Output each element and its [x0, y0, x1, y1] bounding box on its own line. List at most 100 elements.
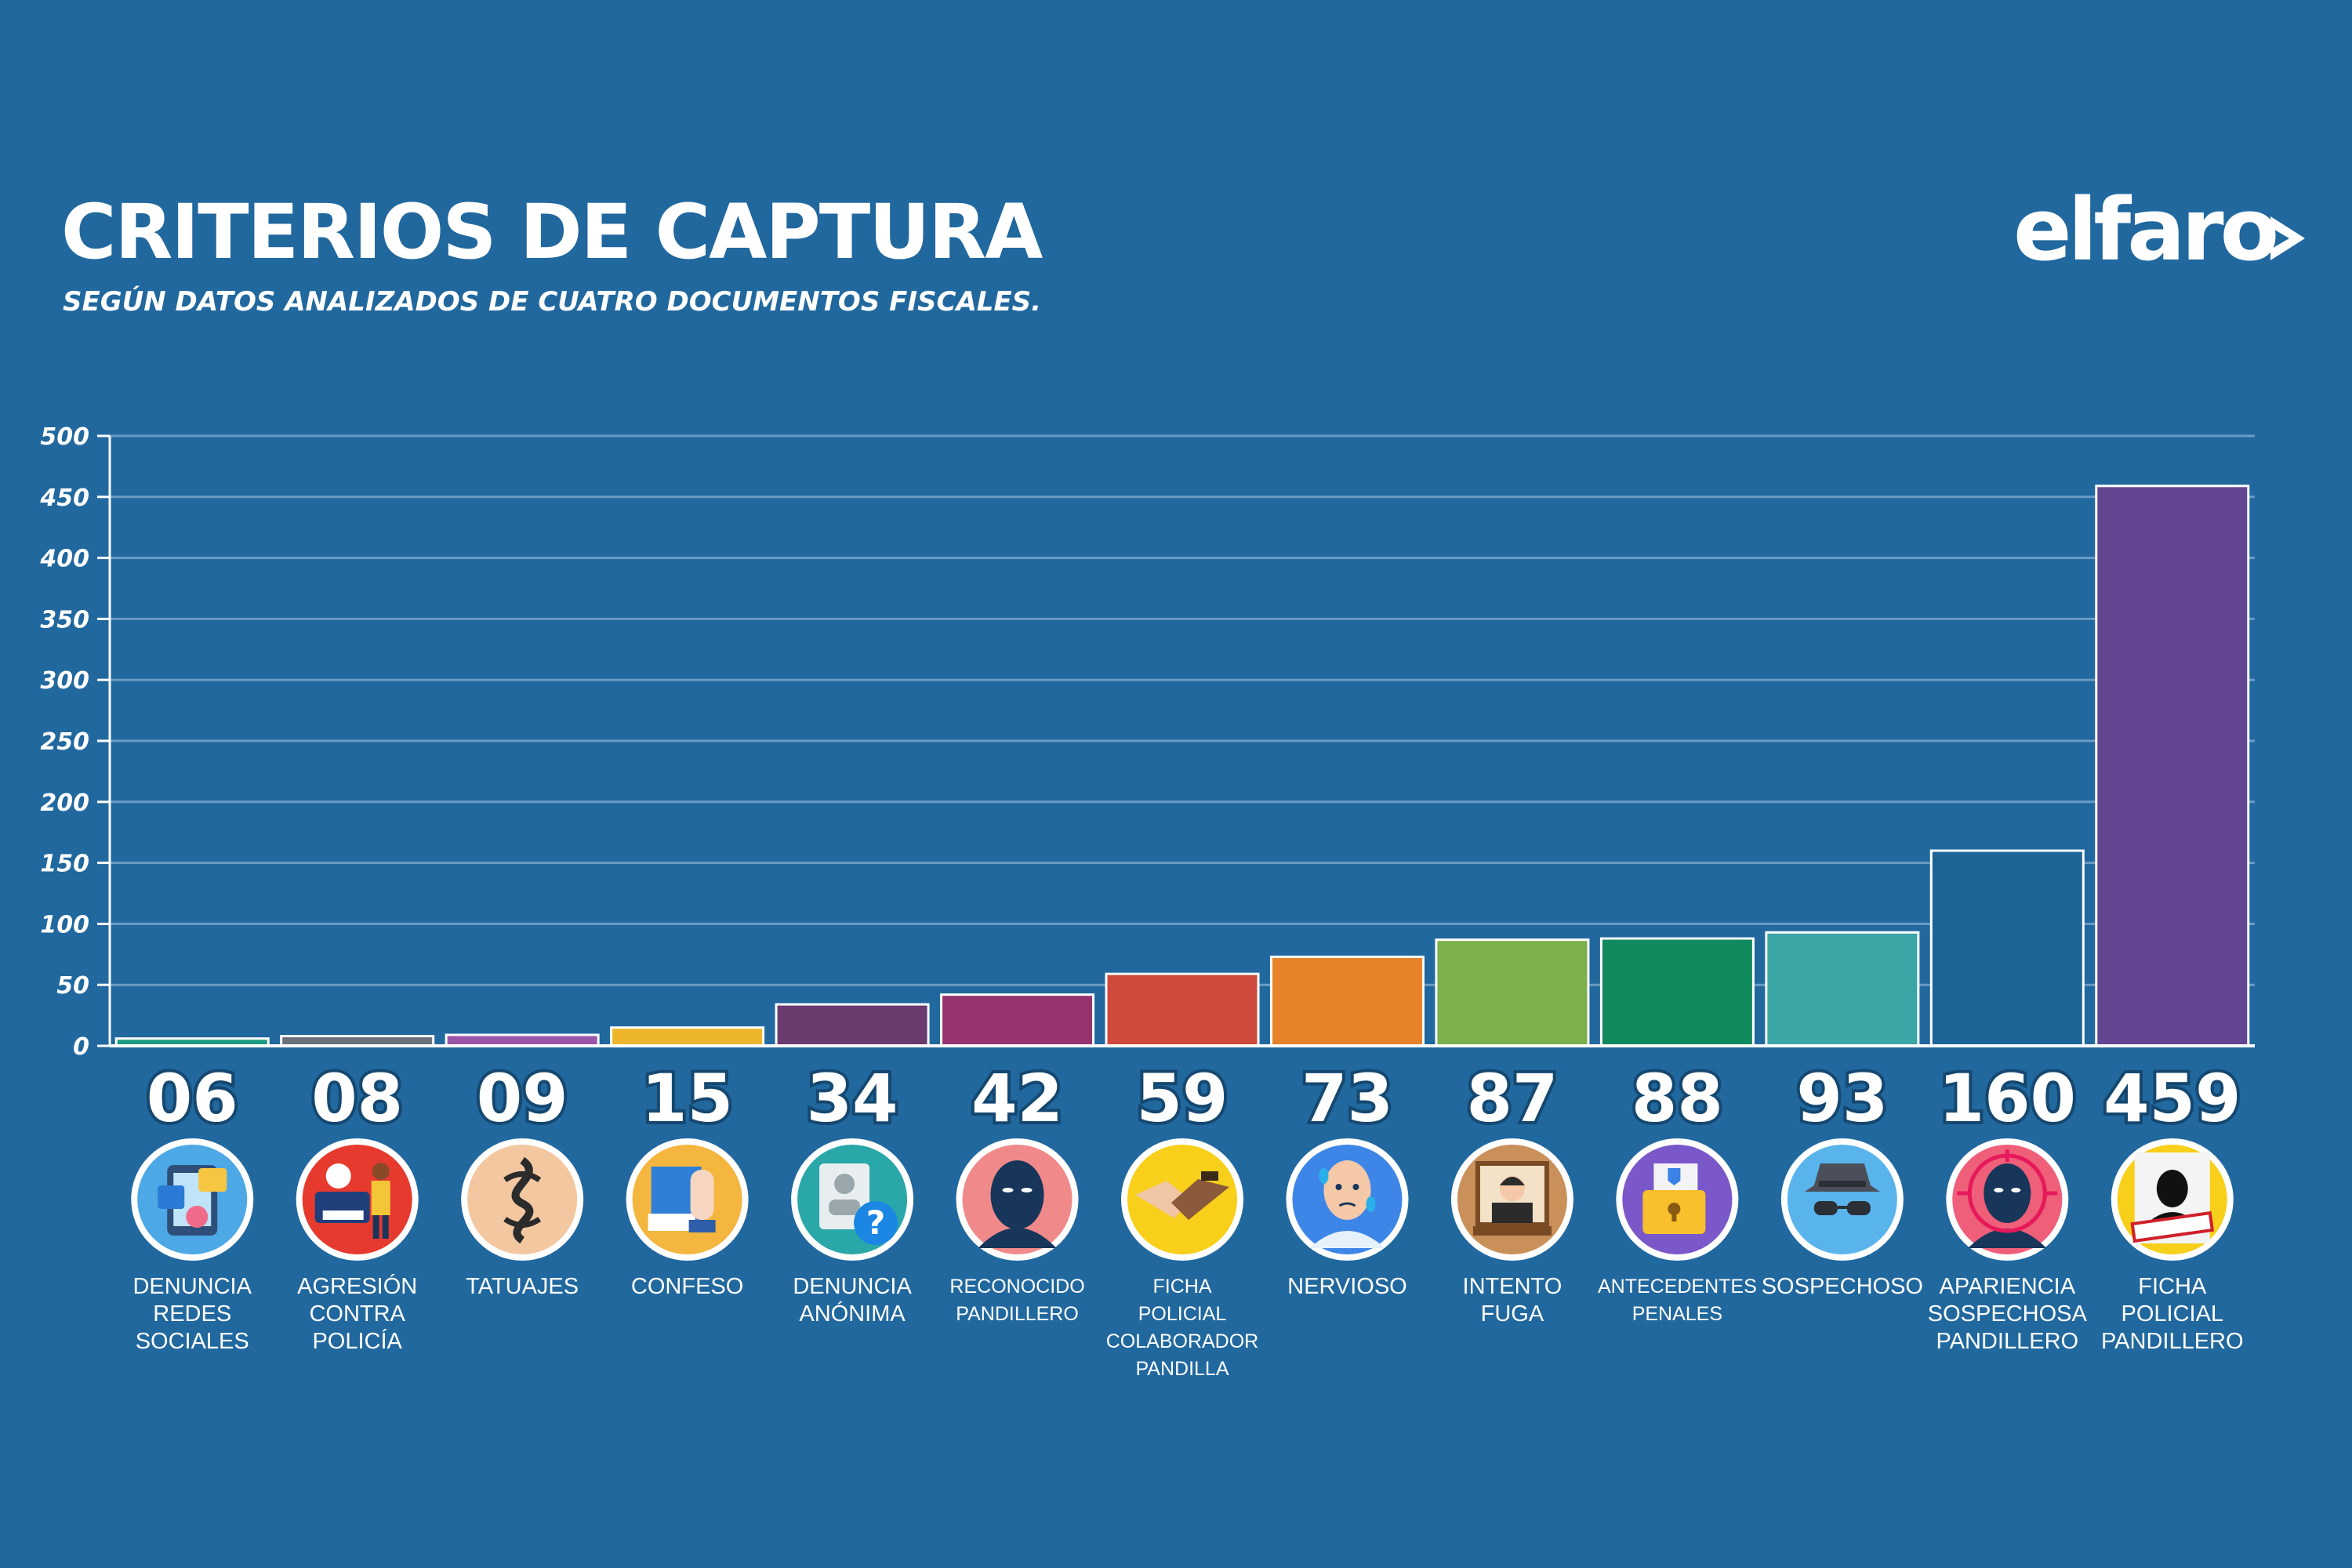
- bar: [2095, 485, 2250, 1047]
- category-label: DENUNCIA REDES SOCIALES: [110, 1273, 274, 1356]
- y-axis-ticks: 0 50 100 150 200 250 300 350 400 450 500: [39, 423, 110, 1061]
- bar: [940, 993, 1095, 1047]
- category-label: TATUAJES: [440, 1273, 604, 1301]
- category-label-line: REDES: [153, 1301, 232, 1327]
- y-tick-label: 350: [40, 606, 89, 633]
- category-label: AGRESIÓN CONTRA POLICÍA: [275, 1273, 440, 1356]
- y-tick-label: 300: [40, 667, 89, 695]
- category-label-line: ANÓNIMA: [799, 1301, 906, 1327]
- category-label: FICHA POLICIAL COLABORADOR PANDILLA: [1100, 1273, 1265, 1383]
- bar-value-label: 87: [1466, 1060, 1558, 1137]
- y-tick-label: 200: [40, 789, 89, 817]
- bar-value-label: 08: [311, 1060, 403, 1137]
- category-label-line: SOSPECHOSO: [1761, 1274, 1923, 1299]
- svg-text:?: ?: [866, 1203, 885, 1242]
- confession-icon: [626, 1138, 749, 1261]
- category-label-line: POLICÍA: [312, 1329, 402, 1354]
- category-label-line: DENUNCIA: [132, 1274, 252, 1299]
- category-label-line: RECONOCIDO: [949, 1276, 1085, 1298]
- y-tick-label: 150: [40, 851, 89, 878]
- category-label-line: PANDILLERO: [956, 1303, 1079, 1325]
- category-label-line: INTENTO: [1462, 1274, 1563, 1299]
- category-label-line: TATUAJES: [466, 1274, 579, 1299]
- category-label-line: CONTRA: [309, 1301, 405, 1327]
- category-label-line: POLICIAL: [2121, 1301, 2224, 1327]
- category-label: NERVIOSO: [1265, 1273, 1429, 1301]
- bar: [1105, 972, 1260, 1047]
- category-label-line: PANDILLA: [1135, 1358, 1229, 1380]
- y-tick-label: 50: [56, 972, 89, 1000]
- police-aggression-icon: [296, 1138, 419, 1261]
- bar: [1599, 937, 1755, 1047]
- category-label-line: CONFESO: [630, 1274, 744, 1299]
- category-label-line: FICHA: [1152, 1276, 1212, 1298]
- category-label-line: AGRESIÓN: [297, 1274, 418, 1299]
- bar-value-label: 42: [971, 1060, 1063, 1137]
- bar: [1269, 955, 1425, 1047]
- social-media-icon: [131, 1138, 254, 1261]
- category-label-line: APARIENCIA: [1939, 1274, 2076, 1299]
- bar-value-label: 459: [2103, 1060, 2241, 1137]
- category-label: SOSPECHOSO: [1760, 1273, 1925, 1301]
- bar: [1929, 849, 2085, 1047]
- category-icons: ?: [131, 1138, 2234, 1261]
- bar-value-label: 93: [1796, 1060, 1888, 1137]
- nervous-face-icon: [1286, 1138, 1409, 1261]
- escape-window-icon: [1450, 1138, 1573, 1261]
- category-label-line: COLABORADOR: [1105, 1330, 1259, 1352]
- detective-icon: [1780, 1138, 1904, 1261]
- bar: [775, 1003, 930, 1047]
- category-label-line: ANTECEDENTES: [1597, 1276, 1757, 1298]
- category-label-line: PANDILLERO: [1936, 1329, 2079, 1354]
- bar-value-label: 88: [1632, 1060, 1723, 1137]
- y-tick-label: 0: [73, 1033, 89, 1061]
- mugshot-icon: [2111, 1138, 2234, 1261]
- bar-value-label: 15: [641, 1060, 733, 1137]
- category-label-line: NERVIOSO: [1287, 1274, 1407, 1299]
- y-tick-label: 100: [40, 911, 89, 938]
- category-label: APARIENCIA SOSPECHOSA PANDILLERO: [1925, 1273, 2089, 1356]
- category-label-line: SOSPECHOSA: [1927, 1301, 2087, 1327]
- category-label-line: FUGA: [1480, 1301, 1544, 1327]
- bar-value-label: 34: [807, 1060, 898, 1137]
- bar-value-label: 09: [477, 1060, 568, 1137]
- criminal-record-folder-icon: [1616, 1138, 1739, 1261]
- category-label-line: FICHA: [2138, 1274, 2207, 1299]
- bar: [610, 1026, 765, 1047]
- y-tick-label: 400: [39, 546, 89, 573]
- category-label: RECONOCIDO PANDILLERO: [935, 1273, 1100, 1328]
- elfaro-logo: elfaro: [2013, 180, 2279, 280]
- y-tick-label: 500: [40, 423, 89, 451]
- category-label: ANTECEDENTES PENALES: [1595, 1273, 1759, 1328]
- category-label-line: POLICIAL: [1138, 1303, 1227, 1325]
- masked-gang-member-icon: [956, 1138, 1079, 1261]
- tattoo-icon: [461, 1138, 584, 1261]
- category-label: INTENTO FUGA: [1430, 1273, 1595, 1328]
- category-label-line: SOCIALES: [135, 1329, 249, 1354]
- axes: [108, 436, 2255, 1047]
- y-tick-label: 450: [39, 485, 89, 512]
- category-label: CONFESO: [605, 1273, 770, 1301]
- y-tick-label: 250: [40, 728, 89, 756]
- bar-value-label: 160: [1939, 1060, 2076, 1137]
- category-label: FICHA POLICIAL PANDILLERO: [2090, 1273, 2255, 1356]
- bars: [114, 485, 2250, 1047]
- page-title: CRITERIOS DE CAPTURA: [61, 188, 1043, 276]
- handshake-icon: [1121, 1138, 1243, 1261]
- bar: [445, 1033, 600, 1047]
- category-label-line: PANDILLERO: [2100, 1329, 2244, 1354]
- bar: [1765, 931, 1920, 1047]
- value-labels: 06 08 09 15 34 42 59 73 87 88 93 160 459: [143, 1057, 2245, 1140]
- category-label-line: DENUNCIA: [793, 1274, 912, 1299]
- logo-arrow-icon: [2270, 216, 2305, 260]
- page-subtitle: SEGÚN DATOS ANALIZADOS DE CUATRO DOCUMEN…: [63, 286, 1042, 318]
- category-label: DENUNCIA ANÓNIMA: [770, 1273, 935, 1328]
- bar-value-label: 06: [147, 1060, 238, 1137]
- target-face-icon: [1946, 1138, 2069, 1261]
- bar-value-label: 73: [1301, 1060, 1393, 1137]
- anonymous-report-icon: ?: [791, 1138, 914, 1261]
- bar-value-label: 59: [1137, 1060, 1229, 1137]
- bar: [1435, 938, 1590, 1047]
